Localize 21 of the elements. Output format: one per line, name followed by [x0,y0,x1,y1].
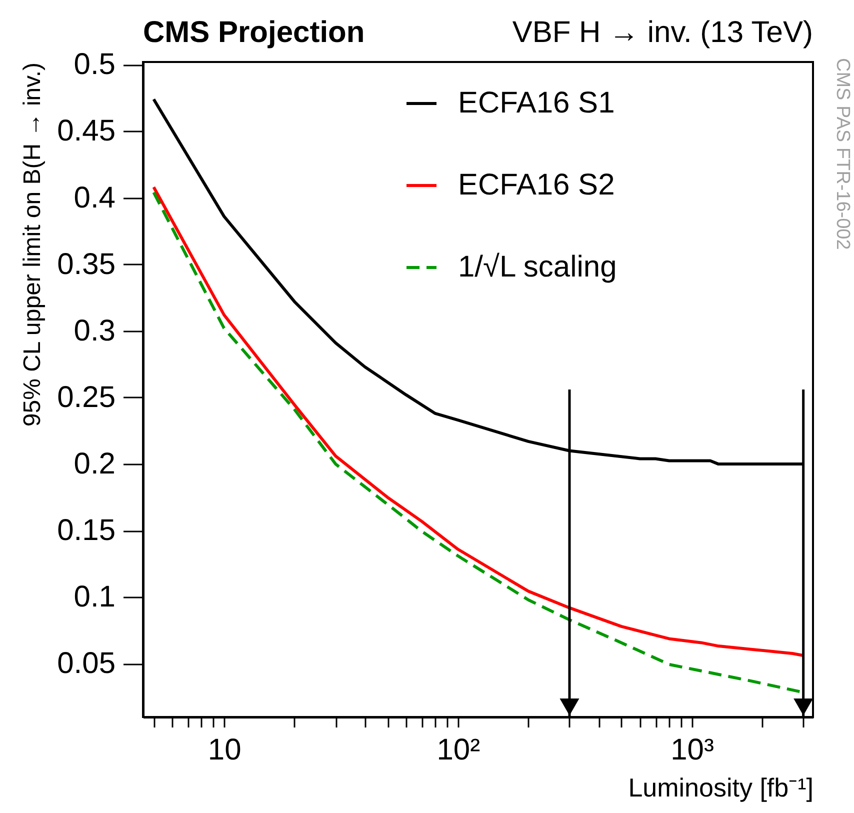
y-tick-label: 0.35 [57,248,116,281]
y-tick-label: 0.15 [57,514,116,548]
y-tick-label: 0.3 [74,314,116,348]
text: CMS PAS FTR-16-002 [832,58,853,250]
y-tick-label: 0.1 [74,580,116,614]
y-tick-label: 0.4 [74,181,116,214]
y-axis-title: 95% CL upper limit on B(H → inv.) [19,62,46,427]
text: VBF H → inv. (13 TeV) [512,16,813,49]
x-tick-label: 10² [436,734,480,766]
y-tick-label: 0.05 [57,647,116,680]
y-tick-label: 0.45 [57,114,116,148]
legend-label: ECFA16 S2 [458,168,615,202]
chart-title: CMS Projection [143,16,365,49]
y-tick-label: 0.25 [57,380,116,414]
y-tick-label: 0.5 [74,48,116,82]
x-tick-label: 10 [208,734,242,766]
y-tick-label: 0.2 [74,448,116,481]
legend-label: ECFA16 S1 [458,86,615,120]
x-tick-label: 10³ [670,734,714,766]
x-axis-title: Luminosity [fb⁻¹] [628,772,814,802]
legend-label: 1/√L scaling [458,250,617,284]
